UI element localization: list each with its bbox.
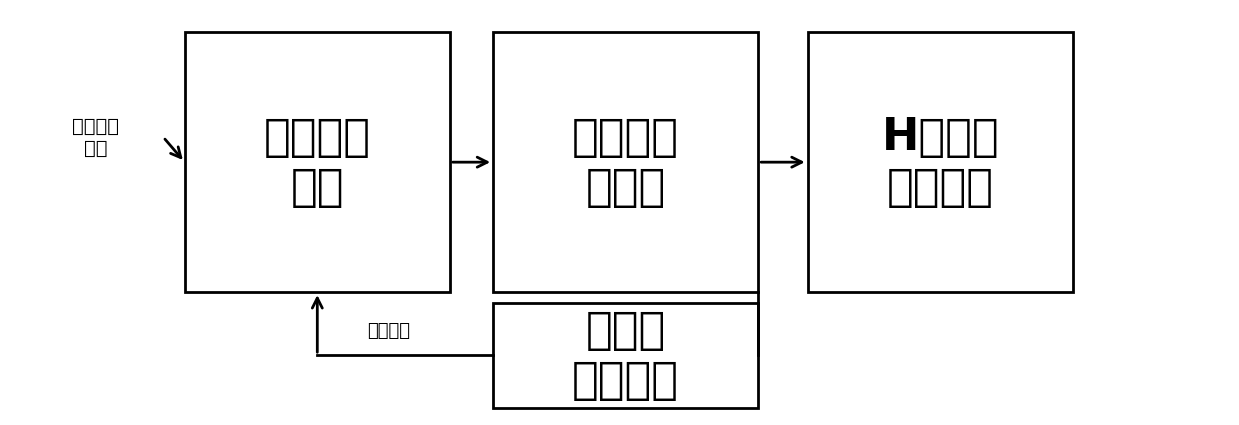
Bar	[808, 32, 1073, 292]
Text: 比较器
反馈电路: 比较器 反馈电路	[572, 309, 679, 402]
Bar	[493, 303, 758, 408]
Text: H桥功率
驱动电路: H桥功率 驱动电路	[881, 116, 999, 209]
Bar	[185, 32, 450, 292]
Text: 反馈信号: 反馈信号	[367, 323, 410, 340]
Text: 驱动器放
大电路: 驱动器放 大电路	[572, 116, 679, 209]
Bar	[493, 32, 758, 292]
Text: 逻辑转换
电路: 逻辑转换 电路	[264, 116, 370, 209]
Text: 上级控制
信号: 上级控制 信号	[72, 116, 119, 158]
